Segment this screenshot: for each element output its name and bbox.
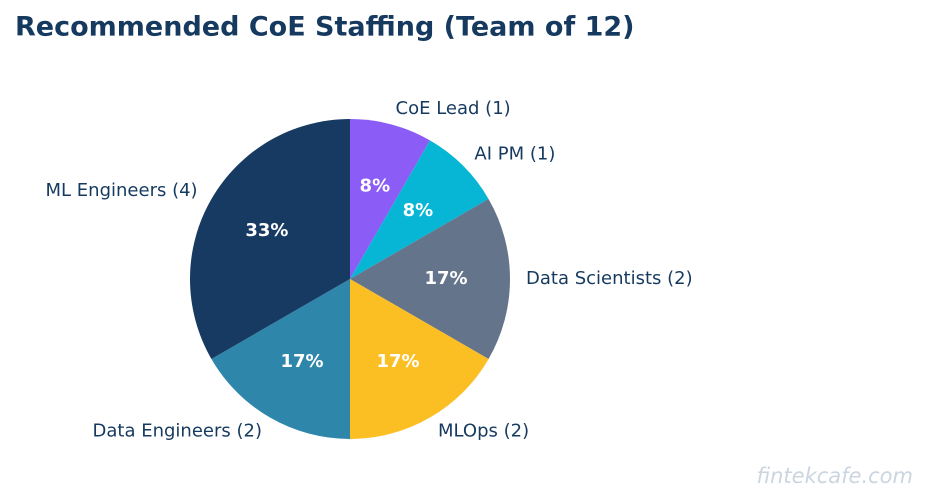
watermark: fintekcafe.com <box>757 464 913 488</box>
pie-slice <box>350 140 489 279</box>
value-label: 17% <box>424 268 467 289</box>
pie-slice <box>350 198 510 359</box>
category-label: Data Scientists (2) <box>526 268 693 289</box>
value-label: 8% <box>360 175 391 196</box>
category-label: Data Engineers (2) <box>93 420 262 441</box>
pie-slice <box>211 279 350 439</box>
pie-slice <box>190 119 350 359</box>
value-label: 17% <box>376 351 419 372</box>
category-label: ML Engineers (4) <box>46 180 198 201</box>
pie-slice <box>350 279 489 439</box>
chart-title: Recommended CoE Staffing (Team of 12) <box>15 12 635 43</box>
category-label: AI PM (1) <box>474 144 555 165</box>
category-label: CoE Lead (1) <box>396 98 511 119</box>
value-label: 33% <box>245 220 288 241</box>
value-label: 17% <box>280 351 323 372</box>
category-label: MLOps (2) <box>438 420 529 441</box>
value-label: 8% <box>403 200 434 221</box>
pie-slice <box>350 119 430 279</box>
